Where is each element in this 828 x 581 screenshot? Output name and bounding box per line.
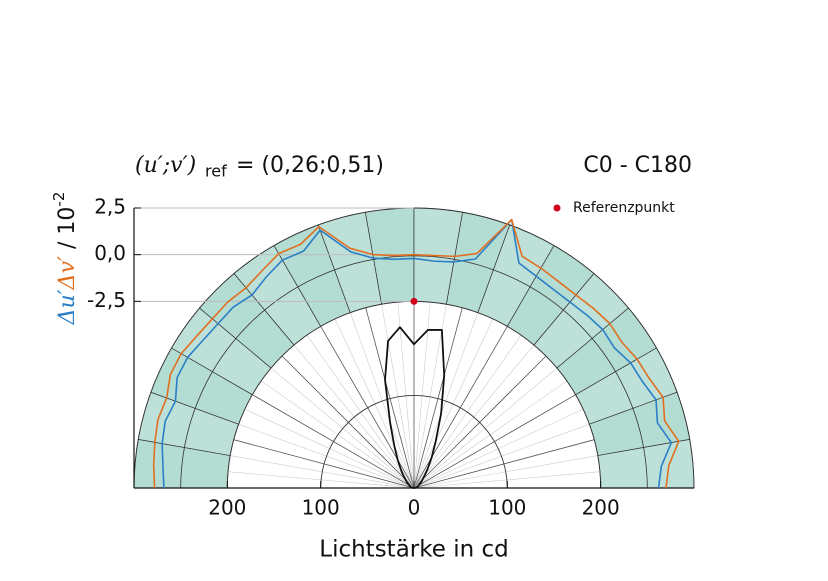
radial-grid bbox=[281, 355, 415, 489]
ring-circle bbox=[180, 255, 648, 489]
x-tick-label: 200 bbox=[582, 496, 620, 520]
radial-grid bbox=[365, 307, 415, 489]
radial-grid bbox=[413, 312, 479, 489]
x-axis-label: Lichtstärke in cd bbox=[319, 537, 508, 563]
radial-grid bbox=[413, 304, 447, 489]
radial-grid bbox=[349, 312, 415, 489]
legend-marker bbox=[553, 204, 561, 212]
y-label-unit: / 10 bbox=[55, 207, 80, 256]
radial-grid bbox=[413, 344, 535, 489]
x-tick-label: 200 bbox=[208, 496, 246, 520]
radial-grid bbox=[334, 318, 415, 489]
radial-grid bbox=[413, 334, 522, 489]
y-label-v: Δv′ bbox=[55, 256, 80, 290]
delta-curve bbox=[161, 218, 673, 489]
intensity-circle bbox=[320, 395, 508, 489]
title-value: = (0,26;0,51) bbox=[236, 153, 384, 178]
x-tick-label: 100 bbox=[302, 496, 340, 520]
y-axis-label: Δu′Δv′ / 10-2 bbox=[50, 192, 81, 326]
radial-grid bbox=[270, 367, 415, 489]
radial-grid bbox=[413, 307, 463, 489]
y-tick-label: -2,5 bbox=[87, 288, 126, 312]
radial-grid bbox=[413, 355, 547, 489]
plane-label: C0 - C180 bbox=[583, 153, 692, 178]
x-tick-label: 0 bbox=[408, 496, 421, 520]
radial-grid bbox=[381, 304, 415, 489]
delta-curve bbox=[152, 218, 680, 489]
reference-point bbox=[410, 297, 418, 305]
title-sub: ref bbox=[205, 162, 227, 181]
x-tick-label: 100 bbox=[488, 496, 526, 520]
title-main: (u′;v′) bbox=[135, 153, 196, 178]
legend-label: Referenzpunkt bbox=[573, 200, 675, 216]
y-tick-label: 2,5 bbox=[94, 195, 126, 219]
radial-grid bbox=[293, 344, 415, 489]
y-label-u: Δu′ bbox=[55, 289, 80, 325]
radial-grid bbox=[306, 334, 415, 489]
radial-grid bbox=[413, 302, 431, 489]
radial-grid bbox=[413, 367, 558, 489]
radial-grid bbox=[413, 318, 494, 489]
y-label-exp: -2 bbox=[50, 192, 68, 207]
y-tick-label: 0,0 bbox=[94, 241, 126, 265]
radial-grid bbox=[397, 302, 415, 489]
intensity-curve bbox=[384, 326, 446, 489]
